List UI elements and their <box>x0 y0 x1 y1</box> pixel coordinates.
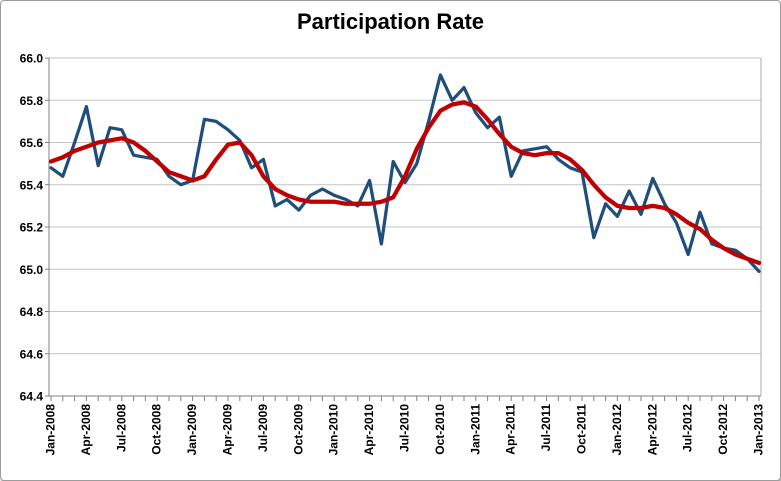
x-axis-label: Jul-2011 <box>539 404 553 452</box>
y-axis-label: 64.8 <box>20 305 44 319</box>
x-axis-label: Oct-2012 <box>716 404 730 455</box>
x-axis-label: Oct-2010 <box>433 404 447 455</box>
x-axis-label: Jan-2009 <box>185 404 199 456</box>
chart-title: Participation Rate <box>296 9 485 34</box>
x-axis-label: Apr-2010 <box>362 404 376 456</box>
x-axis-label: Oct-2011 <box>575 404 589 454</box>
y-axis-label: 65.0 <box>20 263 44 277</box>
x-axis-label: Apr-2008 <box>79 404 93 456</box>
x-axis-label: Jul-2012 <box>681 404 695 452</box>
x-axis-label: Oct-2008 <box>150 404 164 455</box>
x-axis-label: Jul-2009 <box>256 404 270 452</box>
x-axis-label: Apr-2012 <box>645 404 659 456</box>
x-axis-label: Jul-2008 <box>114 404 128 452</box>
x-axis-label: Jan-2010 <box>327 404 341 456</box>
x-axis-label: Oct-2009 <box>291 404 305 455</box>
y-axis-label: 65.8 <box>20 94 44 108</box>
series-participation-rate-monthly-line <box>49 73 761 274</box>
y-axis-label: 64.4 <box>20 390 44 404</box>
y-axis-label: 66.0 <box>20 52 44 66</box>
x-axis-label: Jul-2010 <box>398 404 412 452</box>
x-axis-label: Jan-2012 <box>610 404 624 456</box>
y-axis-label: 64.6 <box>20 347 44 361</box>
y-axis-label: 65.4 <box>20 178 44 192</box>
x-axis-label: Apr-2009 <box>221 404 235 456</box>
y-axis-label: 65.2 <box>20 221 44 235</box>
x-axis-label: Jan-2011 <box>468 404 482 455</box>
series-trend-line <box>48 100 762 266</box>
y-axis-label: 65.6 <box>20 136 44 150</box>
x-axis-label: Jan-2008 <box>44 404 58 456</box>
x-axis-label: Apr-2011 <box>504 404 518 455</box>
x-axis-label: Jan-2013 <box>752 404 766 456</box>
